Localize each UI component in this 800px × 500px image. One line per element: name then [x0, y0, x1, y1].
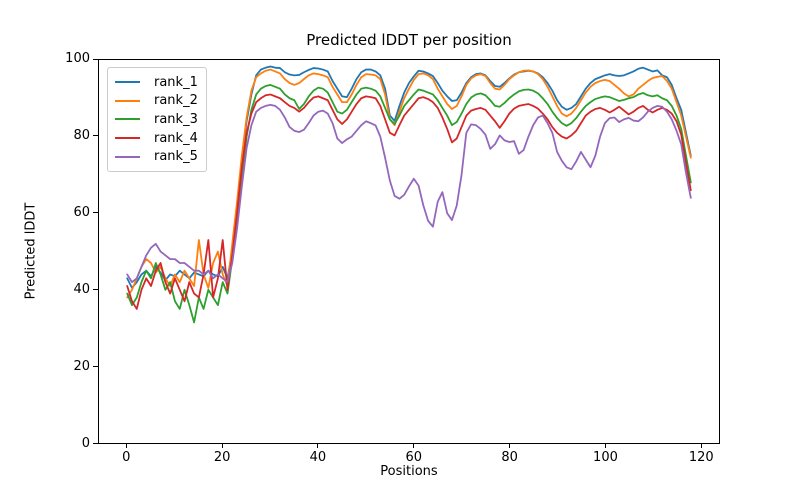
y-tick-label: 100 [65, 51, 90, 66]
x-axis-label: Positions [380, 464, 438, 479]
chart-title: Predicted lDDT per position [306, 31, 512, 49]
x-tick-label: 20 [213, 449, 231, 465]
legend-item-rank_4: rank_4 [115, 129, 198, 148]
legend-item-label: rank_2 [154, 93, 198, 109]
series-line-rank_4 [126, 93, 692, 310]
x-tick-label: 100 [593, 449, 618, 465]
legend-item-label: rank_1 [154, 74, 198, 90]
legend-item-label: rank_3 [154, 111, 198, 127]
x-tick [413, 443, 415, 448]
legend-item-label: rank_5 [154, 149, 198, 165]
x-tick-label: 0 [122, 449, 131, 465]
legend-line-sample [115, 118, 140, 121]
legend-line-sample [115, 137, 140, 140]
y-tick [93, 212, 98, 214]
y-tick [93, 366, 98, 368]
y-tick-label: 20 [73, 358, 90, 374]
legend-line-sample [115, 155, 140, 158]
y-tick [93, 135, 98, 137]
legend-item-label: rank_4 [154, 130, 198, 146]
series-line-rank_3 [126, 84, 692, 324]
y-axis-label: Predicted lDDT [23, 202, 39, 300]
x-tick [604, 443, 606, 448]
x-tick-label: 40 [309, 449, 327, 465]
legend-item-rank_2: rank_2 [115, 92, 198, 111]
legend-item-rank_5: rank_5 [115, 147, 198, 166]
x-tick [700, 443, 702, 448]
series-line-rank_5 [126, 103, 692, 284]
y-tick [93, 443, 98, 444]
legend-line-sample [115, 81, 140, 84]
legend: rank_1 rank_2 rank_3 rank_4 rank_5 [107, 67, 207, 172]
x-tick-label: 120 [688, 449, 714, 465]
y-tick-label: 60 [73, 204, 90, 220]
y-tick [93, 58, 98, 60]
x-tick [509, 443, 511, 448]
y-tick-label: 0 [81, 435, 90, 451]
x-tick-label: 60 [405, 449, 423, 465]
plot-area: rank_1 rank_2 rank_3 rank_4 rank_5 [98, 59, 720, 444]
legend-item-rank_1: rank_1 [115, 73, 198, 92]
y-tick-label: 40 [73, 281, 90, 297]
y-tick [93, 289, 98, 291]
legend-item-rank_3: rank_3 [115, 110, 198, 129]
x-tick [317, 443, 319, 448]
series-lines [126, 65, 692, 324]
x-tick-label: 80 [501, 449, 518, 465]
x-tick [221, 443, 223, 448]
y-tick-label: 80 [73, 127, 90, 143]
legend-line-sample [115, 99, 140, 102]
x-tick [125, 443, 127, 448]
series-line-rank_2 [126, 68, 692, 299]
